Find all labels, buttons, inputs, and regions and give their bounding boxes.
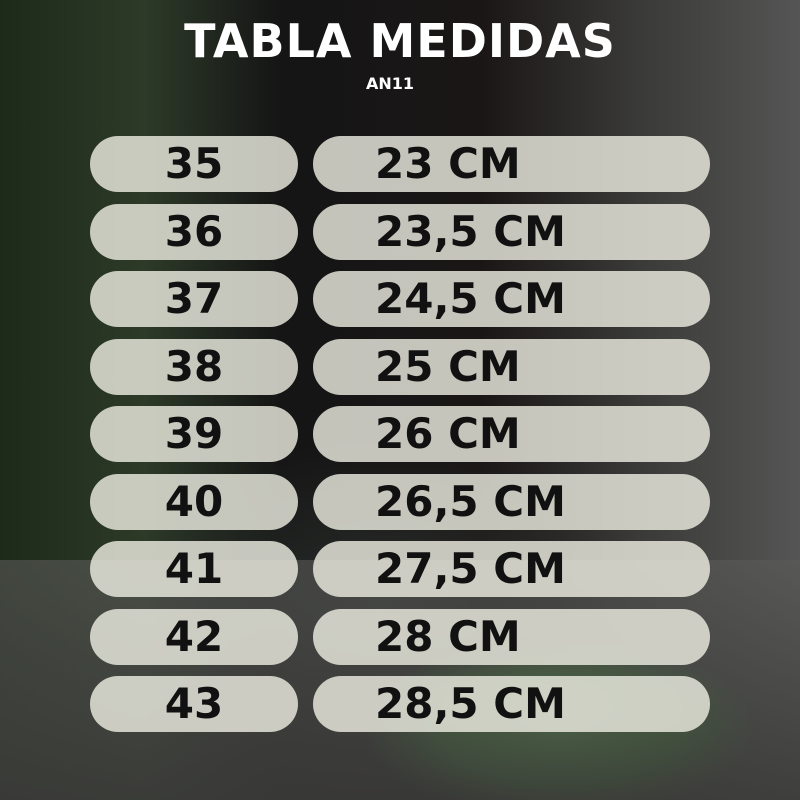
size-cell: 37	[90, 271, 298, 327]
length-cell: 28 CM	[313, 608, 710, 665]
size-cell: 39	[90, 406, 298, 462]
table-row: 40 26,5 CM	[90, 473, 710, 530]
table-row: 37 24,5 CM	[90, 271, 710, 327]
size-cell: 36	[90, 203, 298, 260]
length-cell: 28,5 CM	[313, 676, 710, 732]
table-row: 41 27,5 CM	[90, 541, 710, 597]
length-cell: 26,5 CM	[313, 473, 710, 530]
length-cell: 27,5 CM	[313, 541, 710, 597]
size-cell: 43	[90, 676, 298, 732]
size-cell: 40	[90, 473, 298, 530]
page-title: TABLA MEDIDAS	[184, 14, 616, 68]
size-cell: 42	[90, 608, 298, 665]
size-cell: 38	[90, 338, 298, 395]
size-cell: 41	[90, 541, 298, 597]
length-cell: 24,5 CM	[313, 271, 710, 327]
table-row: 36 23,5 CM	[90, 203, 710, 260]
length-cell: 23 CM	[313, 136, 710, 192]
table-row: 38 25 CM	[90, 338, 710, 395]
size-cell: 35	[90, 136, 298, 192]
table-row: 35 23 CM	[90, 136, 710, 192]
length-cell: 26 CM	[313, 406, 710, 462]
length-cell: 23,5 CM	[313, 203, 710, 260]
table-row: 39 26 CM	[90, 406, 710, 462]
table-row: 43 28,5 CM	[90, 676, 710, 732]
model-code: AN11	[366, 74, 415, 93]
length-cell: 25 CM	[313, 338, 710, 395]
table-row: 42 28 CM	[90, 608, 710, 665]
